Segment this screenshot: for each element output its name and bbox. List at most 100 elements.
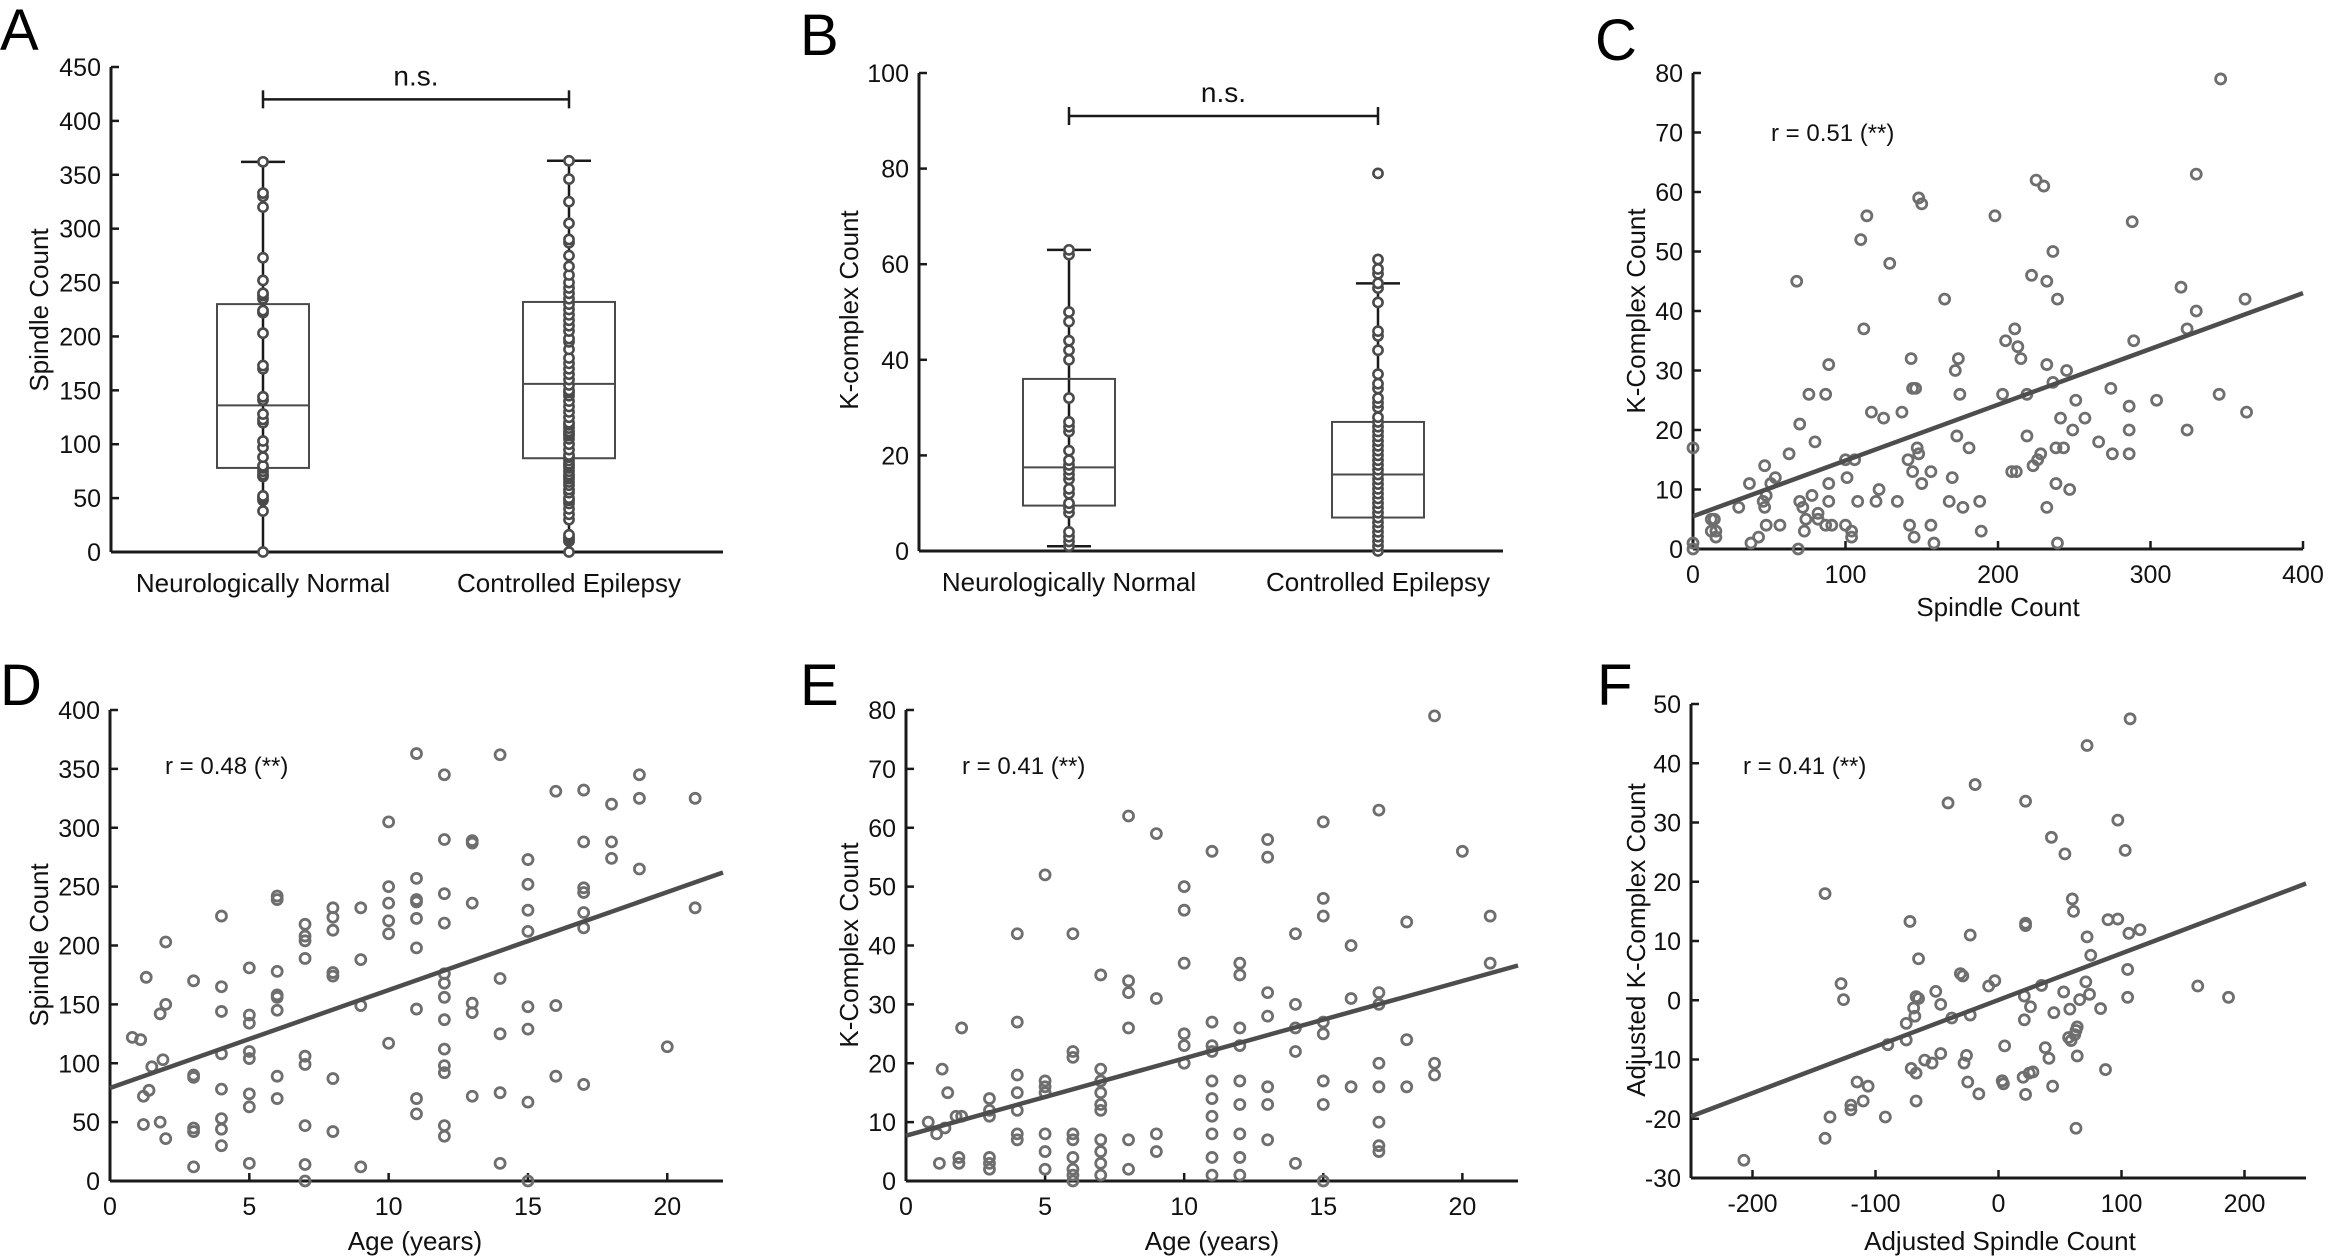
data-point [1818,1131,1832,1145]
data-point [153,1115,167,1129]
data-point [1934,997,1948,1011]
data-point [1063,454,1075,467]
data-point [1344,992,1358,1005]
y-tick-label: 80 [1655,60,1683,88]
x-tick-label: 0 [103,1193,117,1221]
data-point [1428,1068,1441,1082]
data-point [1063,344,1075,357]
data-point [257,390,269,403]
data-point [1773,518,1787,532]
data-point [270,1069,284,1083]
data-point [242,1156,256,1170]
data-point [563,528,575,541]
x-category-label: Controlled Epilepsy [457,568,681,598]
data-point [2020,429,2034,443]
data-point [1844,1098,1858,1112]
data-point [2037,179,2051,193]
data-point [493,1027,507,1041]
x-axis-label: Spindle Count [1916,592,2080,622]
data-point [437,1119,451,1133]
y-tick-label: 10 [868,1109,896,1137]
data-point [1149,1127,1163,1141]
y-tick-label: 10 [1655,477,1683,505]
data-point [410,747,423,760]
y-tick-label: 20 [881,442,909,470]
data-point [1063,525,1075,538]
data-point [139,970,153,984]
data-point [1924,518,1938,532]
data-point [1973,494,1987,508]
data-point [2038,1041,2052,1055]
data-point [298,952,312,965]
data-point [1744,536,1758,550]
data-point [1372,263,1384,275]
data-point [1918,1053,1932,1067]
data-point [1205,844,1219,858]
data-point [1953,387,1967,401]
data-point [257,155,269,168]
data-point [2174,280,2188,294]
data-point [257,327,269,340]
data-point [1261,1098,1275,1111]
data-point [1205,1015,1219,1029]
data-point [257,304,269,317]
data-point [1791,542,1805,556]
data-point [1344,1080,1358,1094]
data-point [1094,968,1108,982]
x-tick-label: 200 [2224,1190,2266,1218]
data-point [1372,411,1384,424]
panel-b-boxplot: B K-complex Count n.s. 0 20 40 60 80 100 Neuro… [800,3,1503,597]
data-point [1010,1068,1024,1082]
box-group: Controlled Epilepsy [457,154,681,598]
y-tick-label: 60 [868,815,896,843]
data-point [1707,512,1721,526]
data-point [257,287,269,300]
data-point [1063,243,1075,256]
data-point [1686,536,1700,550]
data-point [1316,1098,1330,1111]
data-point [2070,1049,2084,1063]
data-point [563,249,575,262]
data-point [633,791,646,805]
data-point [1400,1080,1414,1094]
x-axis-label: Adjusted Spindle Count [1864,1226,2137,1256]
data-point [1907,1001,1921,1015]
data-point [1998,1039,2012,1053]
data-point [2080,739,2094,752]
data-point [1709,524,1723,538]
data-point [549,784,563,798]
data-point [2094,1002,2107,1015]
x-category-label: Neurologically Normal [942,567,1196,597]
data-point [577,783,591,797]
x-tick-label: 0 [1686,561,1700,589]
data-point [1938,292,1952,306]
data-point [1912,952,1925,966]
data-point [1996,387,2009,401]
panel-c-scatter: C K-Complex Count Spindle Count r = 0.51… [1595,8,2324,622]
data-point [1063,416,1075,428]
data-point [187,1160,200,1174]
data-point [1942,494,1956,508]
data-point [2125,215,2139,229]
data-point [1038,1074,1052,1088]
y-tick-label: 60 [1655,179,1683,207]
data-point [1122,986,1135,999]
data-point [2127,334,2141,348]
x-category-label: Neurologically Normal [136,568,390,598]
data-point [2111,813,2125,827]
data-point [1823,1110,1837,1124]
regression-line [1690,881,2307,1119]
data-point [298,917,312,931]
data-point [1839,518,1852,532]
data-point [1834,977,1848,991]
data-point [2051,292,2064,306]
data-point [1861,1079,1875,1093]
data-point [2067,904,2080,918]
data-point [1316,1074,1330,1088]
data-point [1856,1094,1870,1108]
data-point [326,1072,340,1085]
data-point [1261,986,1275,999]
data-point [1038,1080,1052,1094]
data-point [2008,322,2022,336]
data-point [1974,524,1988,538]
